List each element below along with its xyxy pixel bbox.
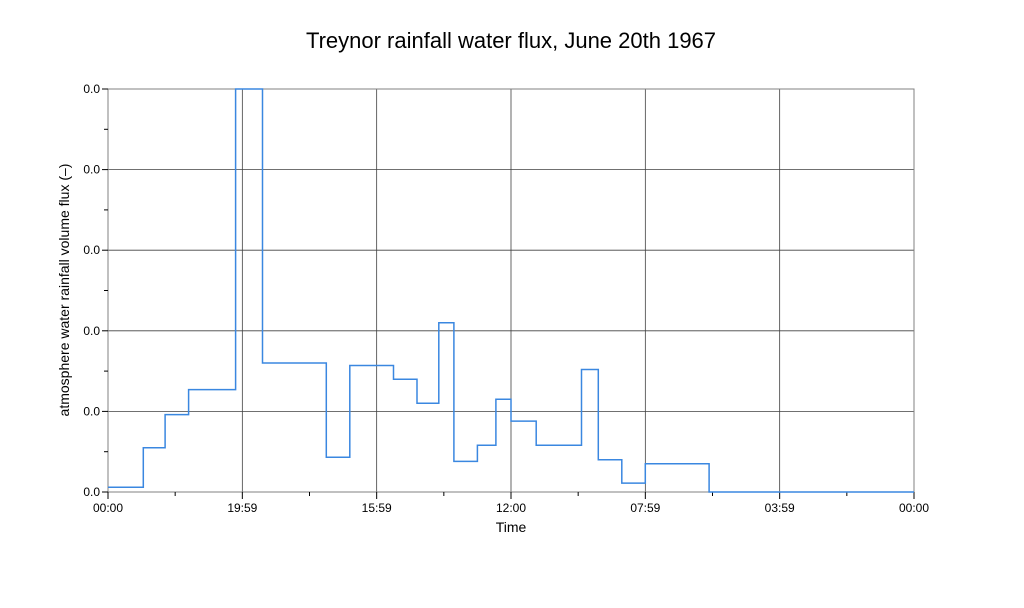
x-axis-label: Time xyxy=(496,519,527,535)
y-tick-label: 0.0 xyxy=(83,243,100,257)
y-axis-label: atmosphere water rainfall volume flux (–… xyxy=(56,164,72,417)
y-tick-label: 0.0 xyxy=(83,404,100,418)
y-tick-label: 0.0 xyxy=(83,485,100,499)
x-tick-label: 00:00 xyxy=(93,501,123,515)
axis-ticks: 00:00 19:59 15:59 12:00 07:59 03:59 00:00 0.0 0.… xyxy=(83,82,929,515)
x-tick-label: 15:59 xyxy=(362,501,392,515)
x-tick-label: 00:00 xyxy=(899,501,929,515)
x-tick-label: 12:00 xyxy=(496,501,526,515)
y-tick-label: 0.0 xyxy=(83,163,100,177)
series-line xyxy=(108,88,914,493)
y-tick-label: 0.0 xyxy=(83,324,100,338)
x-tick-label: 07:59 xyxy=(630,501,660,515)
x-tick-label: 19:59 xyxy=(227,501,257,515)
chart-title: Treynor rainfall water flux, June 20th 1… xyxy=(306,28,716,53)
x-tick-label: 03:59 xyxy=(765,501,795,515)
y-tick-label: 0.0 xyxy=(83,82,100,96)
grid xyxy=(108,89,914,492)
